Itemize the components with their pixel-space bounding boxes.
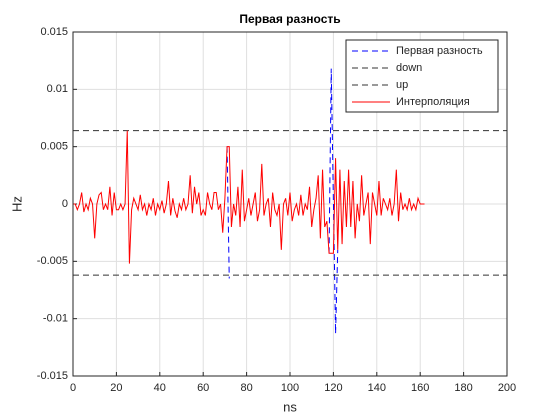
x-tick-label: 40: [154, 382, 166, 394]
y-tick-label: 0: [62, 198, 68, 210]
legend-label: up: [396, 79, 408, 91]
x-tick-label: 0: [70, 382, 76, 394]
y-tick-label: -0.01: [43, 313, 68, 325]
x-tick-label: 140: [368, 382, 386, 394]
legend-label: Первая разность: [396, 45, 483, 57]
plot-area: [72, 31, 508, 377]
x-tick-label: 120: [324, 382, 342, 394]
x-tick-label: 100: [281, 382, 299, 394]
series-line: [328, 68, 339, 334]
y-tick-label: 0.01: [47, 83, 68, 95]
series-line: [73, 130, 425, 264]
x-tick-label: 80: [240, 382, 252, 394]
legend-label: down: [396, 62, 422, 74]
chart-title: Первая разность: [239, 12, 340, 26]
legend-box: [345, 39, 499, 113]
y-tick-label: 0.015: [40, 26, 68, 38]
y-axis-label: Hz: [9, 196, 24, 212]
x-tick-label: 200: [498, 382, 516, 394]
y-tick-label: -0.005: [37, 255, 68, 267]
x-tick-label: 20: [110, 382, 122, 394]
y-tick-label: 0.005: [40, 141, 68, 153]
x-tick-label: 180: [454, 382, 472, 394]
x-tick-label: 60: [197, 382, 209, 394]
legend-label: Интерполяция: [396, 96, 470, 108]
y-tick-label: -0.015: [37, 370, 68, 382]
series-line: [226, 146, 230, 279]
x-axis-label: ns: [283, 399, 297, 414]
x-tick-label: 160: [411, 382, 429, 394]
axes-box: [72, 31, 508, 377]
